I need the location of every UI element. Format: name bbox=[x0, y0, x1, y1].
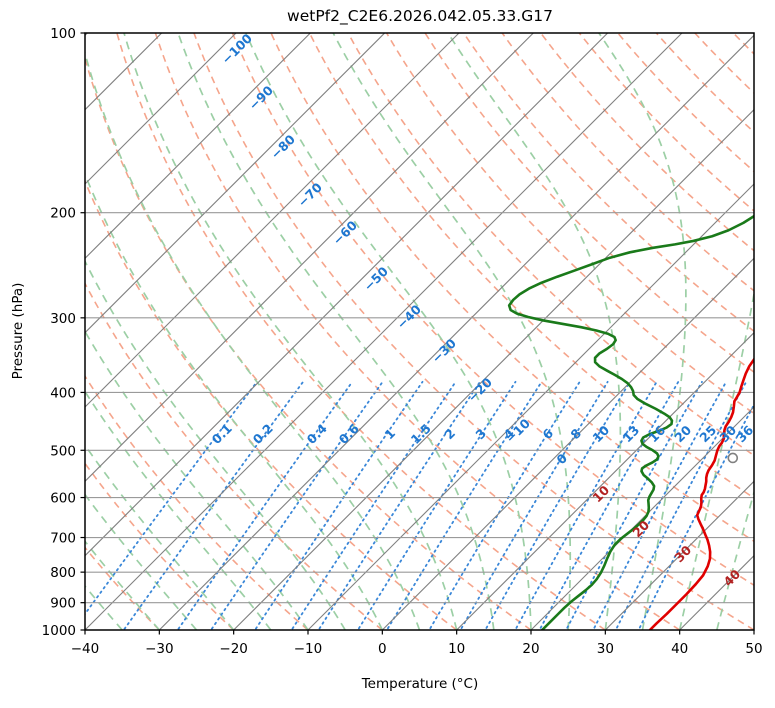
moist-adiabat-line bbox=[447, 33, 622, 630]
x-tick-label: 30 bbox=[597, 641, 614, 657]
isotherm-line bbox=[381, 257, 754, 630]
plot-area-background bbox=[85, 33, 754, 630]
dry-adiabat-line bbox=[85, 55, 532, 630]
mixing-ratio-line bbox=[428, 380, 581, 630]
mixing-ratio-line bbox=[385, 380, 543, 630]
y-tick-label: 900 bbox=[50, 596, 76, 612]
mixing-ratio-line bbox=[317, 380, 481, 630]
dry-adiabat-line bbox=[231, 33, 754, 587]
dry-adiabat-line bbox=[85, 462, 235, 630]
moist-adiabat-line bbox=[85, 329, 309, 630]
mixing-ratio-line bbox=[637, 402, 754, 630]
y-tick-label: 200 bbox=[50, 206, 76, 222]
dry-adiabat-line bbox=[270, 33, 754, 543]
moist-adiabat-line bbox=[716, 489, 754, 630]
x-tick-label: −10 bbox=[294, 641, 323, 657]
moist-adiabat-line bbox=[85, 50, 421, 630]
dry-adiabat-lines bbox=[85, 33, 754, 630]
isotherm-line bbox=[85, 33, 683, 630]
plot-border bbox=[84, 32, 755, 631]
x-tick-label: −20 bbox=[219, 641, 248, 657]
mixing-ratio-line bbox=[514, 380, 658, 630]
moist-adiabat-line bbox=[123, 33, 458, 630]
sounding-curves bbox=[507, 214, 754, 630]
mixing-ratio-line bbox=[538, 380, 680, 630]
moist-adiabat-line bbox=[332, 33, 572, 630]
isotherm-line bbox=[158, 34, 754, 630]
parcel-marker bbox=[727, 452, 739, 464]
isotherm-lines bbox=[85, 33, 754, 630]
x-tick-label: 10 bbox=[448, 641, 465, 657]
moist-adiabat-line bbox=[85, 389, 272, 630]
x-tick-label: 0 bbox=[378, 641, 387, 657]
mixing-ratio-line bbox=[484, 380, 631, 630]
sounding-curve-temperature bbox=[648, 357, 754, 630]
mixing-ratio-line bbox=[459, 380, 609, 630]
sounding-curve-dewpoint bbox=[507, 214, 754, 630]
dry-adiabat-line bbox=[193, 33, 754, 630]
x-tick-label: −40 bbox=[71, 641, 100, 657]
mixing-ratio-line bbox=[290, 380, 457, 630]
isotherm-line bbox=[456, 331, 754, 630]
x-tick-label: −30 bbox=[145, 641, 174, 657]
moist-adiabat-line bbox=[598, 33, 687, 630]
mixing-ratio-line bbox=[565, 380, 703, 630]
isotherm-line bbox=[85, 33, 609, 557]
mixing-ratio-line bbox=[176, 380, 354, 630]
dry-adiabat-line bbox=[347, 33, 754, 457]
dry-adiabat-line bbox=[154, 33, 681, 630]
isotherm-line bbox=[85, 33, 237, 185]
moist-adiabat-line bbox=[245, 33, 532, 630]
dry-adiabat-line bbox=[463, 33, 754, 333]
dry-adiabat-line bbox=[116, 33, 606, 630]
moist-adiabat-line bbox=[85, 259, 346, 630]
isotherm-line bbox=[85, 33, 311, 260]
y-tick-label: 600 bbox=[50, 491, 76, 507]
mixing-ratio-line bbox=[356, 380, 517, 630]
page-title: wetPf2_C2E6.2026.042.05.33.G17 bbox=[287, 7, 553, 26]
x-tick-label: 50 bbox=[745, 641, 762, 657]
dry-adiabat-line bbox=[617, 33, 754, 173]
x-tick-label: 20 bbox=[522, 641, 539, 657]
x-axis-label: Temperature (°C) bbox=[361, 676, 479, 692]
isotherm-line bbox=[233, 108, 754, 630]
lcl-marker bbox=[727, 452, 739, 464]
x-tick-label: 40 bbox=[671, 641, 688, 657]
dry-adiabat-line bbox=[424, 33, 754, 374]
isotherm-line bbox=[85, 33, 386, 334]
y-tick-label: 300 bbox=[50, 311, 76, 327]
mixing-ratio-line bbox=[122, 380, 304, 630]
x-axis-ticks: −40 −30 −20 −10 0 10 20 30 40 50 bbox=[71, 630, 763, 657]
mixing-ratio-line bbox=[209, 380, 384, 630]
y-axis-label: Pressure (hPa) bbox=[10, 283, 26, 380]
moist-adiabat-line bbox=[177, 33, 495, 630]
dry-adiabat-line bbox=[385, 33, 754, 415]
isotherm-line bbox=[85, 33, 534, 483]
pressure-gridlines bbox=[85, 33, 754, 630]
moist-adiabat-line bbox=[85, 443, 235, 630]
dry-adiabat-line bbox=[85, 281, 383, 630]
moist-adiabat-line bbox=[85, 493, 198, 630]
mixing-ratio-line bbox=[253, 380, 424, 630]
y-axis-ticks: 100 200 300 400 500 600 700 800 900 1000 bbox=[42, 26, 85, 639]
y-tick-label: 500 bbox=[50, 443, 76, 459]
isotherm-line bbox=[307, 183, 754, 630]
mixing-ratio-line bbox=[592, 380, 728, 630]
y-tick-label: 800 bbox=[50, 565, 76, 581]
y-tick-label: 1000 bbox=[42, 623, 76, 639]
y-tick-label: 100 bbox=[50, 26, 76, 42]
mixing-ratio-lines bbox=[85, 380, 754, 630]
isotherm-line bbox=[85, 33, 460, 408]
y-tick-label: 400 bbox=[50, 385, 76, 401]
mixing-ratio-line bbox=[614, 380, 748, 630]
dry-adiabat-line bbox=[308, 33, 754, 499]
y-tick-label: 700 bbox=[50, 531, 76, 547]
dry-adiabat-line bbox=[578, 33, 754, 212]
